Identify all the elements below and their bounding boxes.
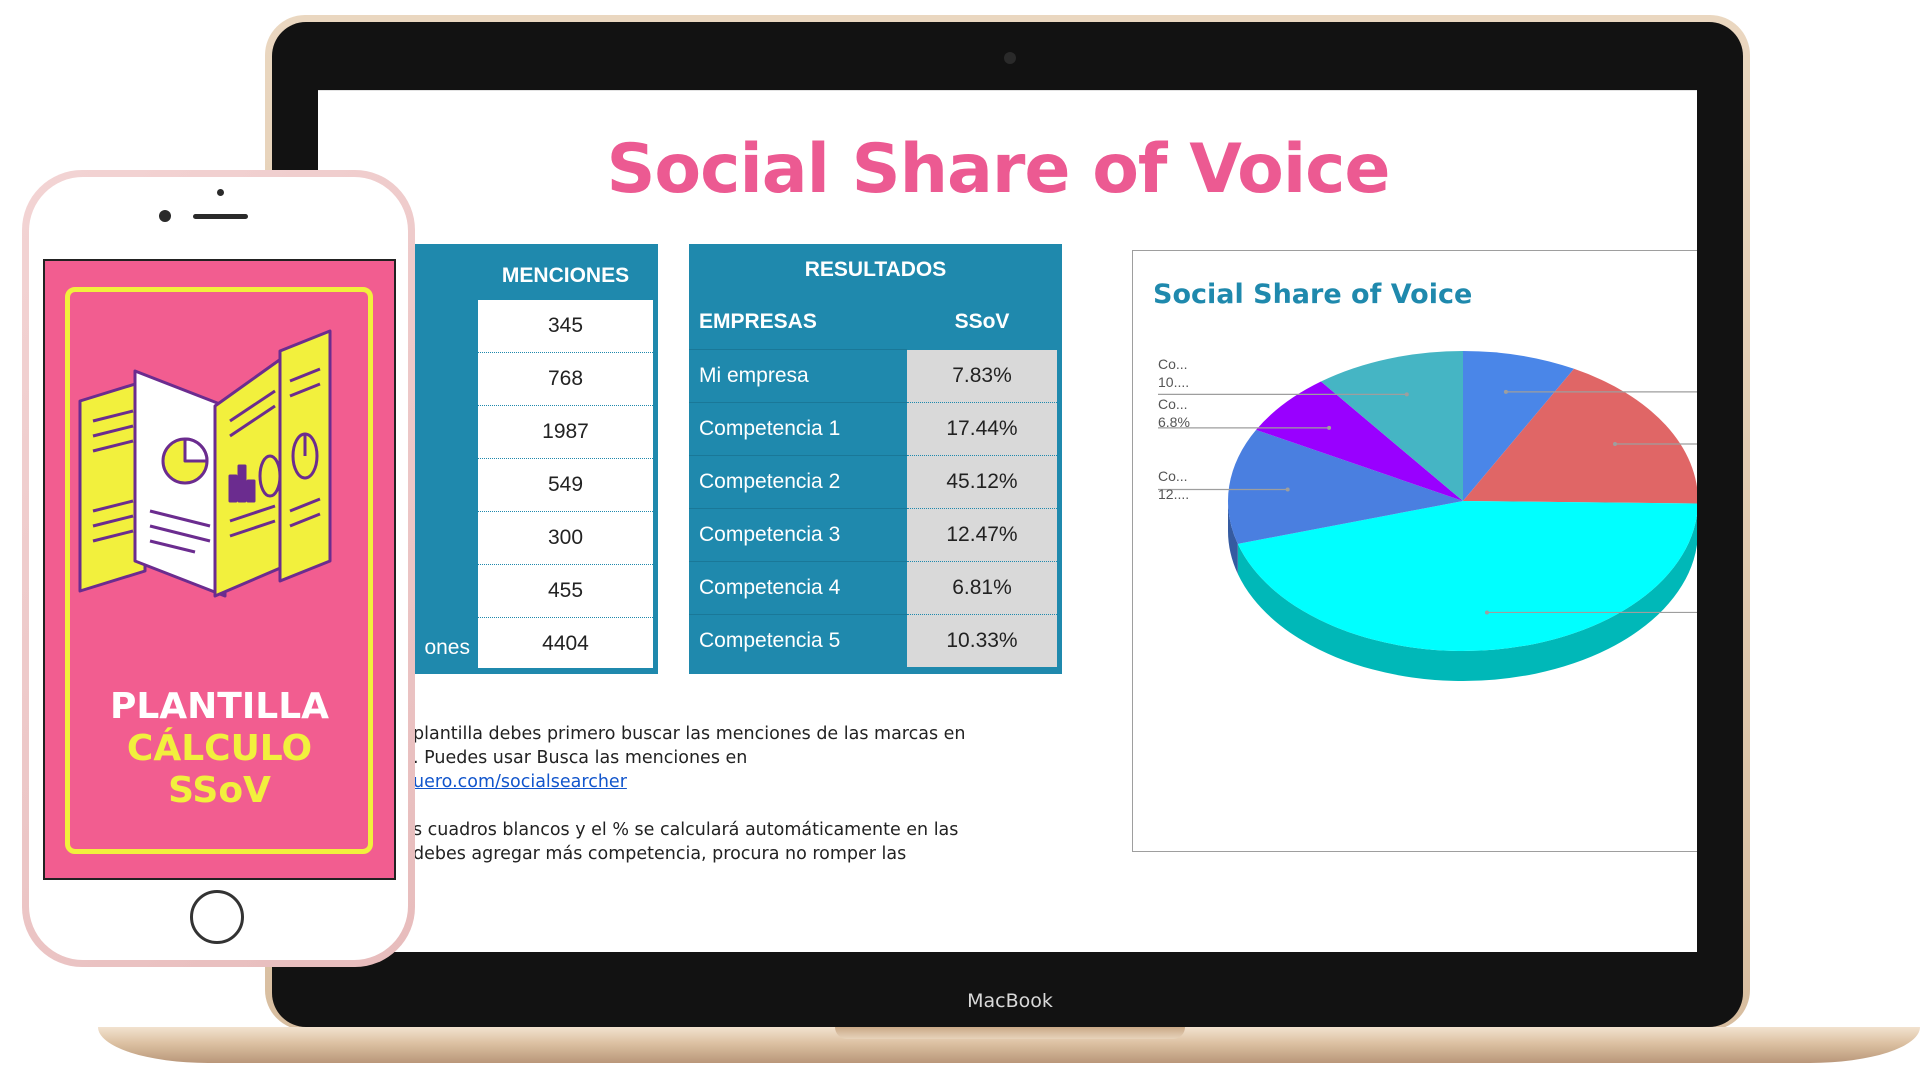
empresa-cell[interactable]: Competencia 3 — [699, 523, 841, 546]
menciones-total-label: ones — [424, 636, 470, 659]
instructions-line: s cuadros blancos y el % se calculará au… — [413, 820, 959, 840]
phone-speaker — [193, 214, 248, 219]
pie-leader-dot-2 — [1484, 610, 1489, 615]
instructions-line: . Puedes usar Busca las menciones en — [413, 748, 748, 768]
phone-title-line1: PLANTILLA — [109, 686, 329, 727]
ssov-cell[interactable]: 6.81% — [907, 562, 1057, 615]
instructions-text: plantilla debes primero buscar las menci… — [413, 722, 973, 866]
phone-home-button[interactable] — [190, 890, 244, 944]
pie-slice-3[interactable] — [1228, 429, 1463, 544]
pie-slice-2[interactable] — [1237, 501, 1697, 651]
pie-label-1-1: 6.8% — [1158, 414, 1190, 430]
pie-chart[interactable]: Social Share of Voice Co... 10.... Co... 6.… — [1132, 250, 1697, 852]
laptop-brand-label: MacBook — [967, 990, 1053, 1012]
row-divider — [689, 455, 907, 456]
menciones-cell[interactable]: 1987 — [478, 406, 653, 459]
resultados-table: RESULTADOS EMPRESAS SSoV Mi empresa 7.83… — [689, 244, 1062, 674]
row-divider — [689, 614, 907, 615]
phone-yellow-frame — [65, 287, 373, 854]
empresa-cell[interactable]: Competencia 2 — [699, 470, 841, 493]
table-row: Competencia 1 17.44% — [689, 403, 1062, 456]
pie-leader-dot-1 — [1612, 442, 1617, 447]
table-row: Mi empresa 7.83% — [689, 350, 1062, 403]
socialsearcher-link[interactable]: uero.com/socialsearcher — [413, 772, 627, 792]
chart-title: Social Share of Voice — [1153, 279, 1473, 310]
resultados-column-headers: EMPRESAS SSoV — [689, 296, 1062, 348]
menciones-cell[interactable]: 549 — [478, 459, 653, 512]
table-row: Competencia 3 12.47% — [689, 509, 1062, 562]
phone-camera — [159, 210, 171, 222]
pie-slice-1[interactable] — [1463, 368, 1697, 504]
phone-sensor — [217, 189, 224, 196]
pie-leader-dot-3 — [1285, 487, 1290, 492]
menciones-total-cell[interactable]: 4404 — [542, 632, 589, 655]
row-divider — [689, 508, 907, 509]
pie-label-0-0: Co... — [1158, 356, 1188, 372]
row-divider — [689, 402, 907, 403]
pie-label-0-1: 10.... — [1158, 374, 1189, 390]
menciones-column: 345 768 1987 549 300 455 4404 — [478, 300, 653, 668]
pie-leader-dot-4 — [1327, 425, 1332, 430]
instructions-line: debes agregar más competencia, procura n… — [413, 844, 907, 864]
empresa-cell[interactable]: Competencia 4 — [699, 576, 841, 599]
instructions-line: plantilla debes primero buscar las menci… — [413, 724, 966, 744]
empresas-header: EMPRESAS — [699, 310, 817, 333]
ssov-cell[interactable]: 12.47% — [907, 509, 1057, 562]
laptop-camera — [1004, 52, 1016, 64]
phone-title-line2: CÁLCULO — [126, 728, 313, 769]
pie-leader-dot-0 — [1503, 389, 1508, 394]
pie-label-2-0: Co... — [1158, 468, 1188, 484]
phone-title-line3: SSoV — [168, 770, 271, 811]
row-divider — [689, 349, 907, 350]
sheet-gridline — [318, 90, 1697, 91]
pie-chart-svg: Co... 10.... Co... 6.8% Co... 12.... — [1158, 351, 1697, 681]
row-divider — [689, 561, 907, 562]
resultados-header: RESULTADOS — [804, 258, 947, 281]
ssov-cell[interactable]: 45.12% — [907, 456, 1057, 509]
table-row: Competencia 2 45.12% — [689, 456, 1062, 509]
pie-leader-dot-5 — [1404, 392, 1409, 397]
empresa-cell[interactable]: Mi empresa — [699, 364, 809, 387]
ssov-cell[interactable]: 17.44% — [907, 403, 1057, 456]
pie-slice-0[interactable] — [1463, 351, 1575, 501]
menciones-cell[interactable]: 768 — [478, 353, 653, 406]
pie-side-3 — [1228, 501, 1238, 574]
ssov-cell[interactable]: 10.33% — [907, 615, 1057, 667]
sheet-title: Social Share of Voice — [606, 130, 1390, 209]
ssov-cell[interactable]: 7.83% — [907, 350, 1057, 403]
pie-slice-4[interactable] — [1256, 381, 1463, 501]
table-row: Competencia 5 10.33% — [689, 615, 1062, 667]
menciones-header: MENCIONES — [501, 264, 630, 287]
table-row: Competencia 4 6.81% — [689, 562, 1062, 615]
pie-label-2-1: 12.... — [1158, 486, 1189, 502]
laptop-notch — [835, 1027, 1185, 1039]
laptop-screen: Social Share of Voice MENCIONES 345 768 … — [318, 90, 1697, 952]
pie-label-1-0: Co... — [1158, 396, 1188, 412]
menciones-cell[interactable]: 345 — [478, 300, 653, 353]
report-pages-illustration — [78, 329, 332, 598]
pie-side-2 — [1237, 514, 1697, 681]
ssov-header: SSoV — [954, 310, 1010, 333]
menciones-cell[interactable]: 300 — [478, 512, 653, 565]
pie-slice-5[interactable] — [1320, 351, 1463, 501]
menciones-cell[interactable]: 455 — [478, 565, 653, 618]
empresa-cell[interactable]: Competencia 5 — [699, 629, 841, 652]
phone-screen: PLANTILLA CÁLCULO SSoV — [43, 259, 396, 880]
empresa-cell[interactable]: Competencia 1 — [699, 417, 841, 440]
